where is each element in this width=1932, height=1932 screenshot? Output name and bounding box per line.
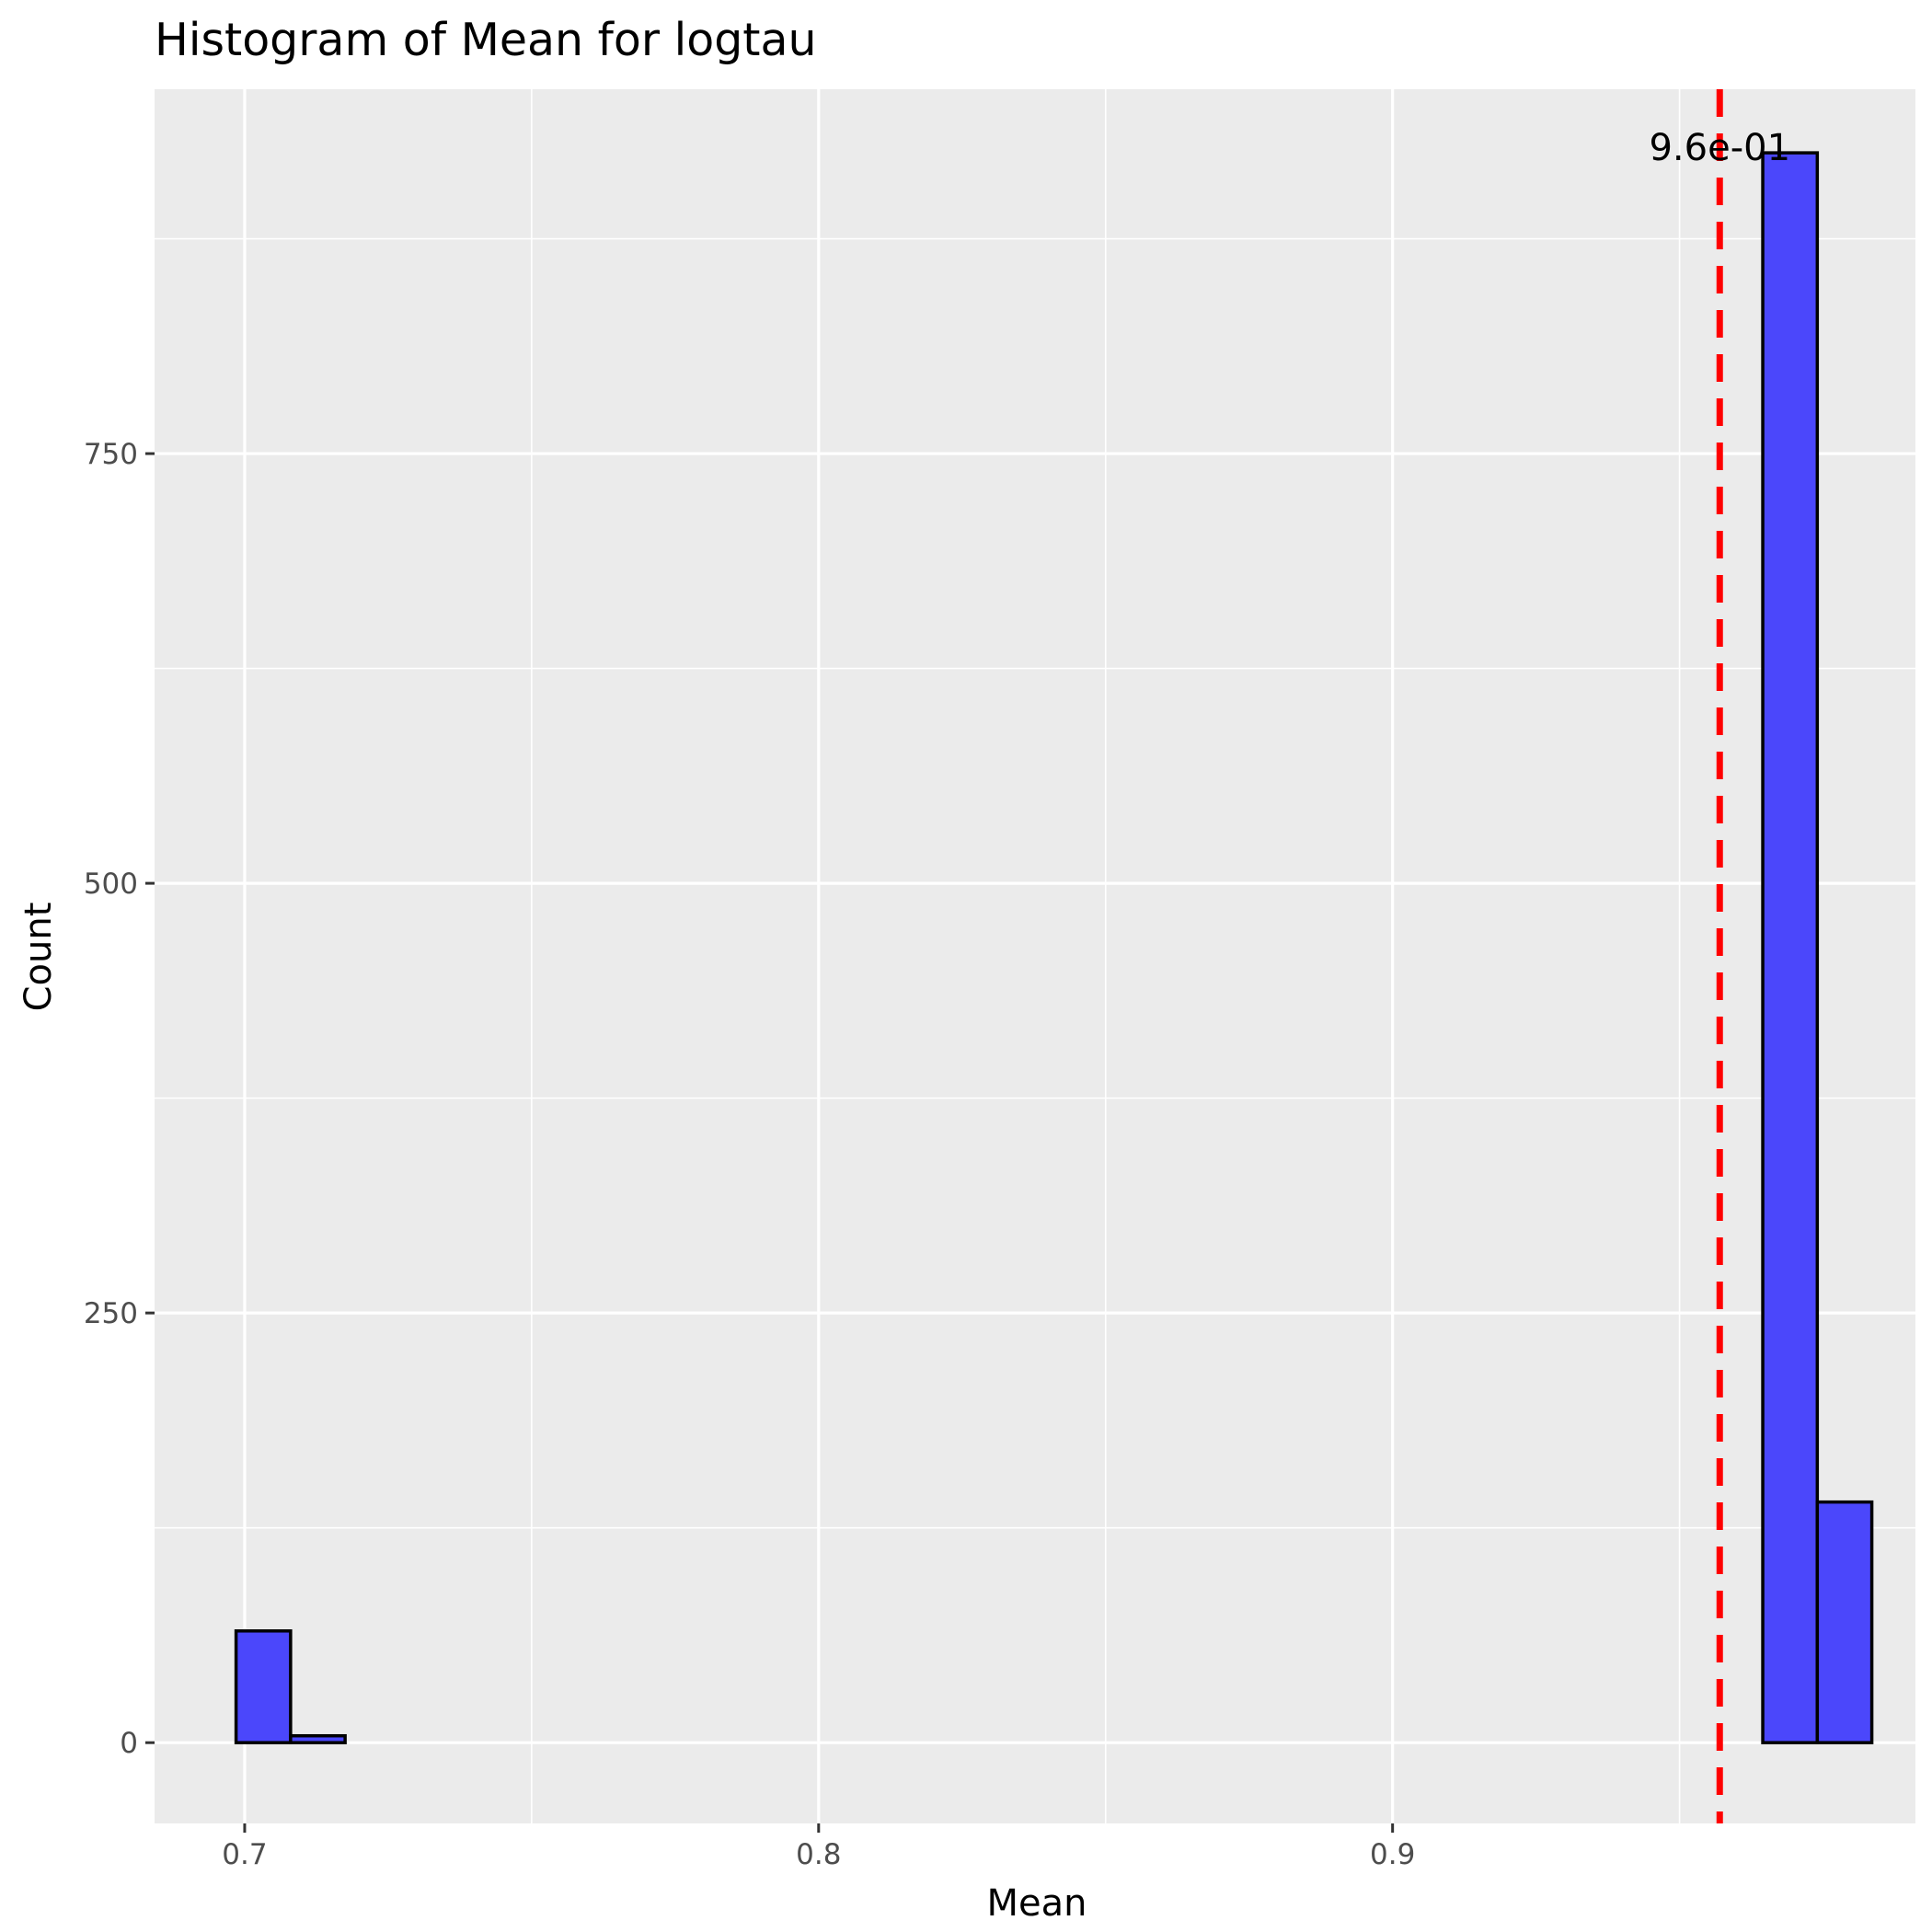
reference-line-label: 9.6e-01 [1649,127,1790,169]
y-tick-label: 0 [120,1727,138,1760]
plot-panel [155,89,1915,1823]
reference-line-group: 9.6e-01 [1649,89,1790,1823]
histogram-bar-1 [289,1733,347,1744]
chart-title: Histogram of Mean for logtau [155,14,817,66]
histogram-bars [234,151,1874,1744]
x-axis: 0.7 0.8 0.9 [222,1823,1415,1871]
histogram-bar-0 [234,1629,293,1744]
y-tick-label: 750 [84,438,138,471]
x-axis-title: Mean [987,1882,1087,1925]
x-tick-label: 0.8 [796,1838,841,1871]
y-tick-label: 250 [84,1297,138,1330]
histogram-bar-29 [1815,1500,1874,1744]
x-tick-label: 0.7 [222,1838,267,1871]
histogram-bar-28 [1761,151,1820,1744]
grid-minor [155,89,1915,1823]
y-tick-label: 500 [84,868,138,901]
y-axis-title: Count [17,903,60,1012]
y-axis: 0 250 500 750 [84,438,155,1760]
grid-major [155,89,1915,1823]
x-tick-label: 0.9 [1370,1838,1415,1871]
